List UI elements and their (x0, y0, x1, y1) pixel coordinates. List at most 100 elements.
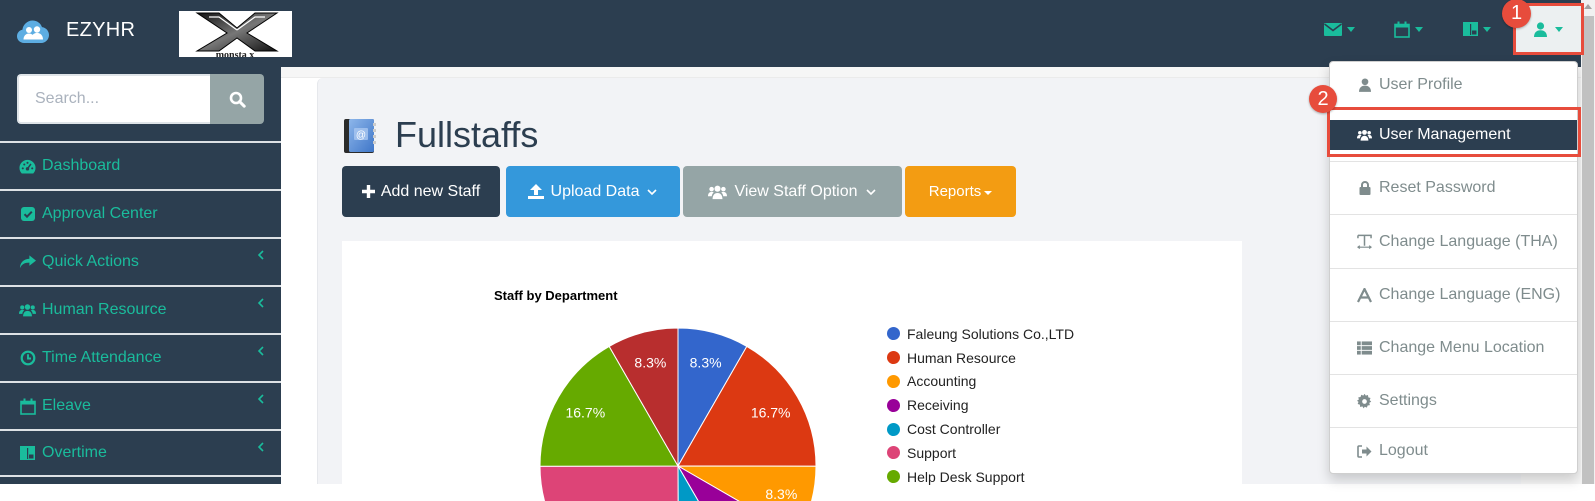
pie-slice[interactable] (608, 327, 679, 468)
calendar-dropdown-toggle[interactable] (1394, 18, 1423, 40)
annotation-badge-1: 1 (1502, 0, 1531, 28)
sidebar-item-time-attendance[interactable]: Time Attendance (0, 333, 281, 381)
sidebar-item-quick-actions[interactable]: Quick Actions (0, 237, 281, 285)
clock-icon (19, 350, 36, 366)
envelope-icon (1324, 22, 1342, 36)
pie-chart[interactable]: 8.3%16.7%8.3%8.3%8.3%25%16.7%8.3% (342, 241, 1242, 501)
sidebar-nav: Dashboard Approval Center Quick Actions … (0, 141, 281, 477)
chart-legend: Faleung Solutions Co.,LTD Human Resource A… (887, 322, 1074, 489)
top-navbar: EZYHR monsta x (0, 0, 1595, 67)
user-icon (1357, 78, 1372, 93)
th-list-icon (1357, 341, 1372, 356)
sign-out-icon (1357, 444, 1372, 459)
legend-color-swatch (887, 327, 900, 341)
button-label: Reports (928, 183, 982, 200)
legend-item[interactable]: Support (887, 441, 1074, 465)
app-name[interactable]: EZYHR (66, 19, 136, 41)
legend-item[interactable]: Receiving (887, 393, 1074, 417)
search-icon (229, 91, 246, 108)
legend-item[interactable]: Help Desk Support (887, 465, 1074, 489)
columns-icon (19, 445, 36, 461)
svg-text:@: @ (356, 130, 366, 141)
menu-item-change-language-eng[interactable]: Change Language (ENG) (1330, 268, 1577, 321)
tachometer-icon (19, 158, 36, 174)
view-staff-option-button[interactable]: View Staff Option (683, 166, 902, 217)
sidebar-search-input[interactable] (17, 74, 210, 124)
sidebar-item-dashboard[interactable]: Dashboard (0, 141, 281, 189)
upload-icon (527, 184, 544, 199)
menu-item-user-management[interactable]: User Management (1330, 108, 1577, 161)
legend-color-swatch (887, 351, 900, 365)
menu-item-settings[interactable]: Settings (1330, 374, 1577, 427)
chevron-left-icon (257, 345, 265, 357)
sidebar-item-label: Dashboard (42, 157, 121, 174)
pie-slice[interactable] (677, 345, 817, 467)
legend-label: Faleung Solutions Co.,LTD (907, 325, 1075, 342)
reports-dropdown-button[interactable]: Reports (905, 166, 1016, 217)
sidebar-item-eleave[interactable]: Eleave (0, 381, 281, 429)
share-icon (19, 254, 36, 270)
user-icon (1534, 22, 1547, 37)
pie-slice[interactable] (539, 345, 679, 467)
font-icon (1357, 287, 1372, 303)
text-height-icon (1357, 234, 1372, 249)
menu-item-change-menu-location[interactable]: Change Menu Location (1330, 321, 1577, 374)
sidebar-item-label: Overtime (42, 444, 107, 461)
legend-item[interactable]: Accounting (887, 370, 1074, 394)
chevron-left-icon (257, 297, 265, 309)
user-menu-dropdown: User Profile User Management Reset Passw… (1329, 61, 1578, 474)
menu-item-change-language-tha[interactable]: Change Language (THA) (1330, 214, 1577, 268)
legend-label: Receiving (907, 397, 969, 414)
legend-label: Cost Controller (907, 421, 1001, 438)
sidebar-item-overtime[interactable]: Overtime (0, 429, 281, 477)
sidebar: Dashboard Approval Center Quick Actions … (0, 67, 281, 484)
chevron-left-icon (257, 393, 265, 405)
slice-percent-label: 8.3% (634, 355, 666, 371)
active-item-highlight (1330, 120, 1577, 150)
sidebar-item-human-resource[interactable]: Human Resource (0, 285, 281, 333)
button-label: Upload Data (550, 182, 640, 200)
columns-icon (1463, 22, 1478, 36)
scrollbar-thumb[interactable] (1582, 16, 1594, 484)
chevron-left-icon (257, 249, 265, 261)
legend-item[interactable]: Cost Controller (887, 417, 1074, 441)
legend-label: Human Resource (907, 349, 1016, 366)
menu-item-label: Change Menu Location (1379, 339, 1545, 356)
menu-item-label: Change Language (ENG) (1379, 286, 1561, 303)
check-square-icon (19, 206, 36, 222)
caret-down-icon (1415, 26, 1423, 32)
menu-item-logout[interactable]: Logout (1330, 427, 1577, 474)
user-menu-toggle[interactable] (1513, 3, 1584, 55)
columns-dropdown-toggle[interactable] (1463, 18, 1491, 40)
menu-item-reset-password[interactable]: Reset Password (1330, 161, 1577, 214)
menu-item-label: Reset Password (1379, 179, 1496, 196)
messages-dropdown-toggle[interactable] (1324, 18, 1355, 40)
chevron-down-icon (646, 188, 658, 196)
add-new-staff-button[interactable]: Add new Staff (342, 166, 500, 217)
upload-data-button[interactable]: Upload Data (506, 166, 680, 217)
users-icon (708, 184, 728, 200)
staff-by-department-chart: Staff by Department 8.3%16.7%8.3%8.3%8.3… (342, 241, 1242, 501)
cloud-logo-icon[interactable] (17, 17, 49, 44)
address-book-icon: @ (343, 118, 377, 154)
content-top-strip (281, 67, 1581, 78)
calendar-icon (1394, 21, 1410, 38)
menu-item-user-profile[interactable]: User Profile (1330, 62, 1577, 108)
legend-color-swatch (887, 398, 900, 412)
users-icon (1357, 127, 1372, 142)
legend-item[interactable]: Faleung Solutions Co.,LTD (887, 322, 1074, 346)
legend-label: Help Desk Support (907, 468, 1025, 485)
legend-item[interactable]: Human Resource (887, 346, 1074, 370)
chevron-left-icon (257, 441, 265, 453)
vertical-scrollbar[interactable] (1581, 0, 1595, 484)
legend-color-swatch (887, 446, 900, 460)
scroll-up-arrow-icon[interactable] (1584, 4, 1592, 9)
search-button[interactable] (210, 74, 264, 124)
menu-item-label: User Profile (1379, 76, 1463, 93)
button-label: Add new Staff (380, 182, 481, 200)
caret-down-icon (1555, 27, 1563, 32)
sidebar-item-label: Quick Actions (42, 253, 139, 270)
legend-color-swatch (887, 422, 900, 436)
chart-title: Staff by Department (494, 288, 618, 303)
sidebar-item-approval-center[interactable]: Approval Center (0, 189, 281, 237)
